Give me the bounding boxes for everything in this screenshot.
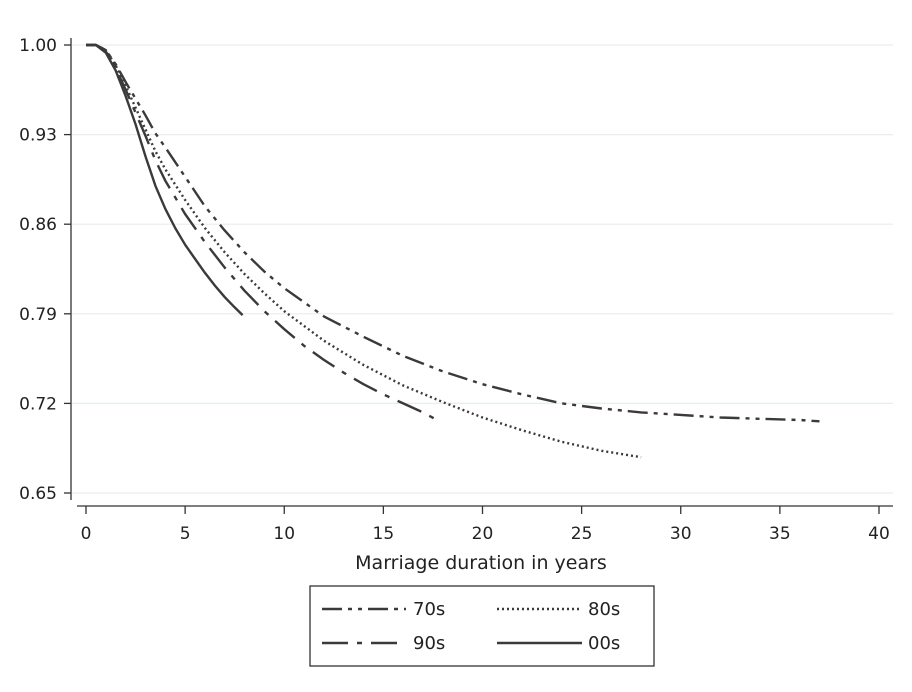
y-tick-label: 0.65	[19, 484, 57, 504]
legend-label-80s: 80s	[588, 599, 620, 620]
x-tick-label: 25	[571, 524, 593, 544]
x-tick-label: 10	[273, 524, 295, 544]
grid-lines	[72, 44, 893, 494]
legend-label-70s: 70s	[413, 599, 445, 620]
axes	[70, 38, 893, 507]
y-tick-label: 1.00	[19, 36, 57, 56]
legend-label-00s: 00s	[588, 633, 620, 654]
series-line-70s	[86, 43, 820, 423]
series-line-90s	[86, 43, 436, 420]
y-tick-label: 0.72	[19, 394, 57, 414]
y-tick-label: 0.86	[19, 215, 57, 235]
x-tick-label: 0	[81, 524, 92, 544]
x-tick-label: 20	[472, 524, 494, 544]
y-tick-label: 0.79	[19, 305, 57, 325]
x-ticks: 0 5 10 15 20 25 30 35 40	[81, 506, 890, 544]
y-tick-label: 0.93	[19, 126, 57, 146]
x-tick-label: 5	[180, 524, 191, 544]
x-tick-label: 15	[373, 524, 395, 544]
x-tick-label: 30	[670, 524, 692, 544]
series-line-80s	[86, 43, 642, 459]
legend: 70s 80s 90s 00s	[309, 585, 655, 667]
legend-label-90s: 90s	[413, 633, 445, 654]
series-lines	[86, 43, 820, 459]
legend-box	[309, 585, 655, 667]
x-axis-title: Marriage duration in years	[355, 552, 607, 574]
y-ticks: 0.65 0.72 0.79 0.86 0.93 1.00	[19, 36, 71, 504]
x-tick-label: 40	[868, 524, 890, 544]
x-tick-label: 35	[769, 524, 791, 544]
series-line-00s	[86, 43, 244, 316]
